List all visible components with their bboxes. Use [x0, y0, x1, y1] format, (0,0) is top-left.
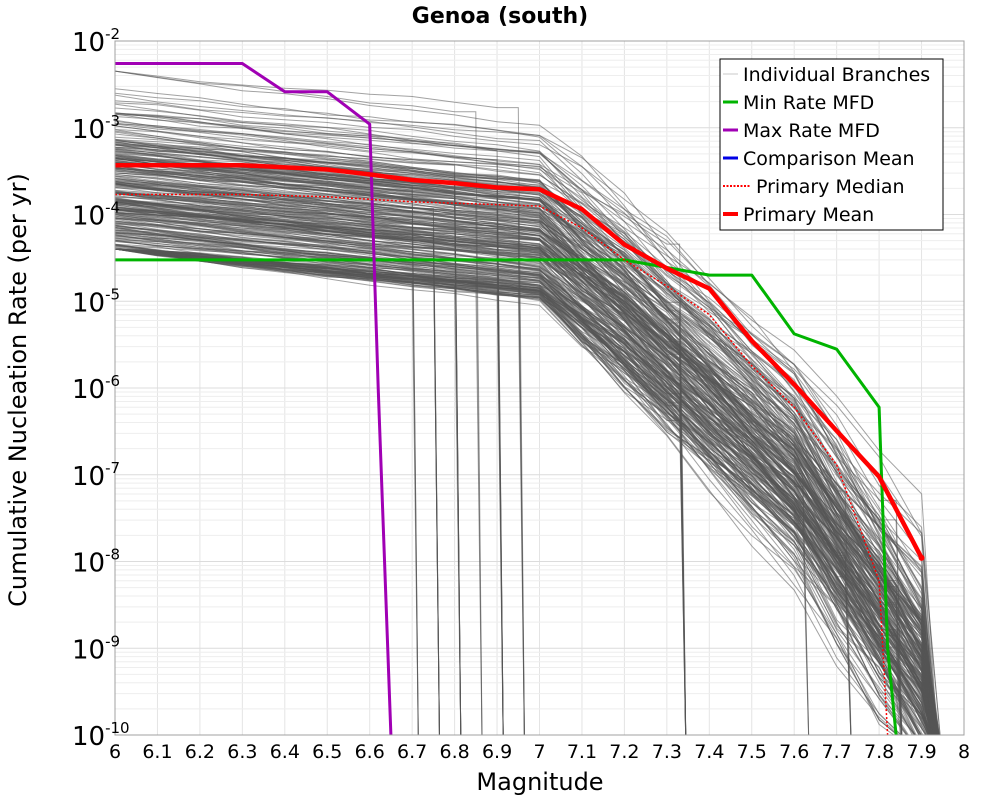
legend: Individual Branches Min Rate MFD Max Rate …	[719, 58, 944, 231]
branch-line	[115, 218, 923, 720]
chart-title: Genoa (south)	[412, 4, 588, 29]
branch-line	[115, 164, 462, 735]
x-axis-label: Magnitude	[476, 768, 603, 796]
branch-line	[115, 186, 933, 735]
branch-line	[115, 168, 504, 735]
legend-label: Comparison Mean	[743, 148, 915, 170]
branch-line	[115, 217, 927, 735]
branch-line	[115, 139, 903, 735]
branch-line	[115, 225, 929, 735]
y-tick-label: 10-6	[72, 372, 120, 405]
branch-line	[115, 159, 934, 735]
plot-frame	[114, 40, 965, 736]
branch-line	[115, 231, 930, 735]
x-tick-label: 7.3	[652, 741, 682, 763]
y-tick-label: 10-3	[72, 112, 120, 145]
branch-line	[115, 158, 936, 735]
individual-branches	[115, 70, 941, 735]
x-tick-label: 6	[109, 741, 121, 763]
y-tick-label: 10-4	[72, 199, 120, 232]
x-tick-label: 6.5	[312, 741, 342, 763]
x-tick-label: 7.8	[864, 741, 894, 763]
branch-line	[115, 185, 419, 735]
x-tick-label: 6.2	[185, 741, 215, 763]
branch-line	[115, 202, 934, 735]
branch-line	[115, 212, 937, 735]
branch-line	[115, 102, 935, 735]
branch-line	[115, 100, 936, 735]
branch-line	[115, 237, 930, 735]
branch-line	[115, 139, 462, 735]
branch-line	[115, 133, 939, 735]
primary-median-line	[115, 193, 889, 735]
branch-line	[115, 157, 937, 735]
x-tick-label: 6.4	[270, 741, 300, 763]
branch-line	[115, 159, 936, 735]
branch-line	[115, 192, 934, 735]
branch-line	[115, 130, 934, 735]
x-tick-label: 6.7	[397, 741, 427, 763]
y-tick-label: 10-2	[72, 25, 120, 58]
x-axis-ticks: 6 6.1 6.2 6.3 6.4 6.5 6.6 6.7 6.8 6.9 7 7.1 7.2 7.3 7.…	[109, 741, 970, 763]
x-tick-label: 7.2	[609, 741, 639, 763]
legend-label: Primary Median	[756, 176, 905, 198]
primary-mean-line	[115, 162, 924, 559]
x-tick-label: 8	[958, 741, 970, 763]
branch-line	[115, 141, 939, 735]
x-tick-label: 6.6	[355, 741, 385, 763]
branch-line	[115, 70, 483, 735]
branch-line	[115, 224, 936, 735]
series-lines	[115, 62, 925, 735]
primary-mean-end-point	[918, 554, 925, 561]
branch-line	[115, 172, 933, 735]
max-rate-mfd-line	[115, 62, 393, 735]
y-axis-label: Cumulative Nucleation Rate (per yr)	[4, 173, 32, 607]
x-tick-label: 7.5	[737, 741, 767, 763]
min-rate-mfd-line	[115, 258, 898, 735]
legend-box	[719, 58, 944, 231]
branch-line	[115, 229, 934, 735]
y-axis-ticks: 10-2 10-3 10-4 10-5 10-6 10-7 10-8 10-9 10-10	[72, 25, 130, 752]
x-tick-label: 6.8	[439, 741, 469, 763]
branch-line	[115, 144, 937, 735]
x-tick-label: 6.1	[142, 741, 172, 763]
y-tick-label: 10-8	[72, 546, 120, 579]
x-tick-label: 7.4	[694, 741, 724, 763]
x-tick-label: 7.9	[906, 741, 936, 763]
branch-line	[115, 193, 934, 735]
x-tick-label: 7	[533, 741, 545, 763]
y-tick-label: 10-10	[72, 719, 130, 752]
x-tick-label: 6.3	[227, 741, 257, 763]
x-tick-label: 7.7	[822, 741, 852, 763]
x-tick-label: 6.9	[482, 741, 512, 763]
y-tick-label: 10-9	[72, 632, 120, 665]
branch-line	[115, 194, 923, 685]
branch-line	[115, 182, 940, 735]
branch-line	[115, 212, 932, 735]
x-tick-label: 7.1	[567, 741, 597, 763]
legend-label: Individual Branches	[743, 64, 930, 86]
x-tick-label: 7.6	[779, 741, 809, 763]
branch-line	[115, 70, 525, 735]
y-tick-label: 10-5	[72, 285, 120, 318]
legend-label: Primary Mean	[743, 204, 874, 226]
y-tick-label: 10-7	[72, 459, 120, 492]
branch-line	[115, 207, 937, 735]
branch-line	[115, 113, 938, 735]
branch-line	[115, 94, 938, 735]
plot-border	[114, 40, 965, 736]
branch-line	[115, 122, 934, 735]
legend-label: Max Rate MFD	[743, 120, 880, 142]
branch-line	[115, 125, 941, 735]
branch-line	[115, 168, 525, 735]
branch-line	[115, 129, 941, 735]
branch-line	[115, 248, 902, 735]
branch-line	[115, 208, 936, 735]
legend-label: Min Rate MFD	[743, 92, 874, 114]
branch-line	[115, 177, 936, 735]
